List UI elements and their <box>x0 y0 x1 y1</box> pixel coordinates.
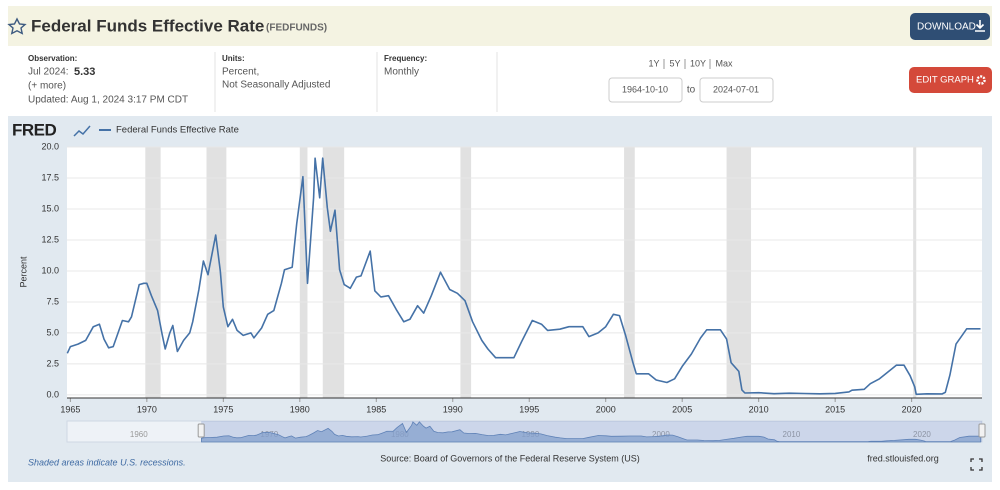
plot: 0.0 2.5 5.0 7.5 10.0 12.5 15.0 17.5 20.0 1965 1970… <box>41 141 986 443</box>
observation-date: Jul 2024: <box>28 67 69 78</box>
recession-note[interactable]: Shaded areas indicate U.S. recessions. <box>28 457 186 467</box>
navigator-handle[interactable] <box>978 423 986 438</box>
x-tick-label: 2010 <box>749 404 769 414</box>
end-date: 2024-07-01 <box>713 84 759 94</box>
range-link[interactable]: 1Y <box>648 58 659 68</box>
legend-label: Federal Funds Effective Rate <box>116 125 239 136</box>
x-tick-label: 1975 <box>213 404 233 414</box>
navigator-tick-label: 2000 <box>652 430 670 439</box>
x-tick-label: 2020 <box>902 404 922 414</box>
navigator-tick-label: 1960 <box>130 430 148 439</box>
recession-band <box>913 147 917 398</box>
plot-bg <box>67 147 982 398</box>
download-icon <box>975 20 985 32</box>
recession-band <box>299 147 308 398</box>
range-link[interactable]: 5Y <box>669 58 680 68</box>
x-tick-label: 1995 <box>519 404 539 414</box>
y-tick-label: 7.5 <box>46 296 59 306</box>
date-to: to <box>687 85 696 96</box>
units-label: Units: <box>222 54 245 63</box>
y-axis-label: Percent <box>18 256 28 288</box>
navigator-selection <box>201 421 982 442</box>
frequency-label: Frequency: <box>384 54 427 63</box>
observation-label: Observation: <box>28 54 77 63</box>
y-tick-label: 0.0 <box>46 389 59 399</box>
range-link[interactable]: 10Y <box>690 58 706 68</box>
x-tick-label: 2000 <box>596 404 616 414</box>
edit-graph-button[interactable] <box>909 67 992 93</box>
x-tick-label: 1990 <box>443 404 463 414</box>
navigator-handle[interactable] <box>197 423 205 438</box>
observation-value: 5.33 <box>74 66 95 78</box>
gear-icon <box>976 75 986 85</box>
recession-band <box>460 147 472 398</box>
x-tick-label: 1985 <box>366 404 386 414</box>
units: Not Seasonally Adjusted <box>222 80 330 91</box>
series-title: Federal Funds Effective Rate <box>31 16 264 35</box>
x-tick-label: 1970 <box>137 404 157 414</box>
units: Percent, <box>222 67 259 78</box>
download-button[interactable] <box>910 13 990 40</box>
x-tick-label: 1965 <box>60 404 80 414</box>
series-line <box>66 157 981 396</box>
more-link[interactable]: (+ more) <box>28 81 66 92</box>
x-tick-label: 2005 <box>672 404 692 414</box>
y-tick-label: 12.5 <box>41 234 59 244</box>
navigator-tick-label: 2010 <box>783 430 801 439</box>
end-date-input[interactable] <box>699 77 774 103</box>
series-id: (FEDFUNDS) <box>266 23 327 34</box>
start-date: 1964-10-10 <box>622 84 668 94</box>
x-tick-label: 2015 <box>825 404 845 414</box>
y-tick-label: 2.5 <box>46 358 59 368</box>
download-label: DOWNLOAD <box>917 22 976 33</box>
recession-band <box>145 147 161 398</box>
y-tick-label: 20.0 <box>41 141 59 151</box>
navigator-area <box>200 421 982 443</box>
logo-icon <box>73 125 91 137</box>
navigator-tick-label: 2020 <box>913 430 931 439</box>
source: Source: Board of Governors of the Federa… <box>380 453 640 463</box>
favorite-star[interactable] <box>7 17 27 35</box>
range-link[interactable]: Max <box>715 58 733 68</box>
updated: Updated: Aug 1, 2024 3:17 PM CDT <box>28 95 188 106</box>
edit-graph-label: EDIT GRAPH <box>916 75 974 86</box>
y-tick-label: 10.0 <box>41 265 59 275</box>
start-date-input[interactable] <box>608 77 683 103</box>
fred-logo: FRED <box>12 120 57 139</box>
y-tick-label: 5.0 <box>46 327 59 337</box>
recession-band <box>624 147 635 398</box>
x-tick-label: 1980 <box>290 404 310 414</box>
y-tick-label: 15.0 <box>41 203 59 213</box>
site-link[interactable]: fred.stlouisfed.org <box>867 453 939 463</box>
recession-band <box>206 147 227 398</box>
header-bar <box>8 6 992 46</box>
frequency: Monthly <box>384 67 419 78</box>
fullscreen-icon[interactable] <box>970 458 983 471</box>
y-tick-label: 17.5 <box>41 172 59 182</box>
